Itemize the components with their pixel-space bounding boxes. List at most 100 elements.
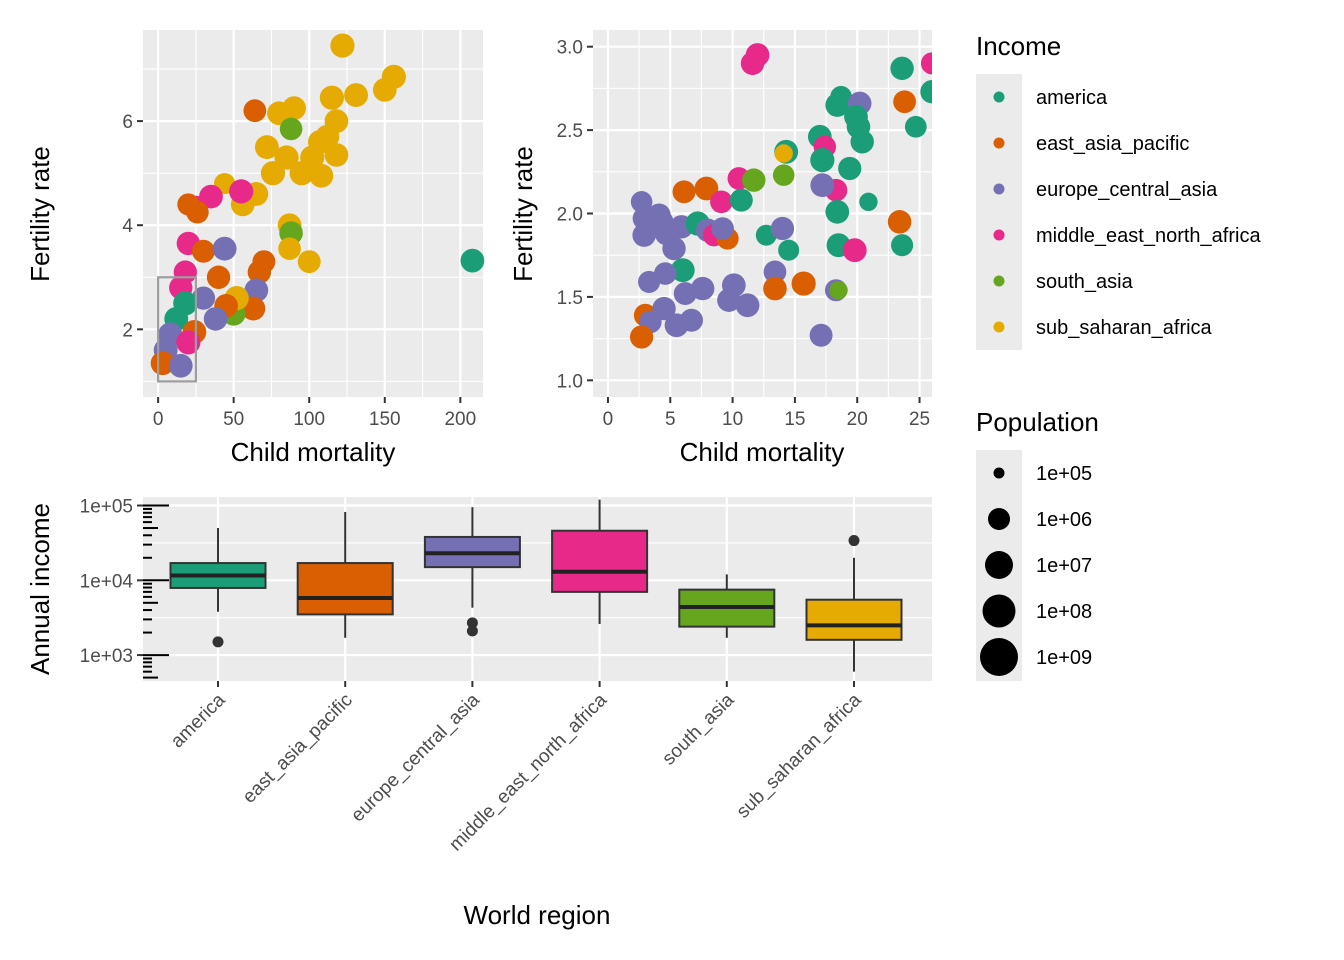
data-point-sub_saharan_africa [289,161,314,186]
x-tick-label: 25 [909,409,930,430]
data-point-sub_saharan_africa [260,161,286,186]
data-point-europe_central_asia [203,307,228,331]
legend-key-america [993,91,1005,103]
data-point-sub_saharan_africa [319,85,344,110]
outlier-point [466,617,478,629]
zoom-rectangle [157,276,197,383]
population-size-key [980,638,1018,676]
scatter-zoom-points [629,43,932,349]
data-point-europe_central_asia [244,278,269,303]
scatter-full-panel: 0 50 100 150 200 2 4 6 Child mortality Fertilit… [25,30,485,467]
legend-key-europe_central_asia [993,183,1005,195]
data-point-europe_central_asia [212,236,237,261]
data-point-america [729,188,753,212]
x-tick-label: europe_central_asia [347,689,484,826]
x-tick-label: 10 [722,409,743,430]
data-point-europe_central_asia [630,191,653,213]
data-point-sub_saharan_africa [267,101,291,126]
population-size-key [993,467,1005,479]
x-tick-label: 0 [603,409,614,430]
zoom-region-box [157,276,197,383]
outlier-point [848,535,860,547]
x-tick-label: 0 [153,409,164,430]
data-point-europe_central_asia [763,260,787,284]
population-size-key [988,508,1010,530]
data-point-sub_saharan_africa [330,33,355,58]
data-point-europe_central_asia [662,236,686,261]
y-tick-label: 1e+05 [80,497,133,518]
data-point-europe_central_asia [711,217,734,240]
x-tick-label: america [167,689,230,752]
data-point-east_asia_pacific [150,351,175,376]
data-point-europe_central_asia [191,286,216,310]
legend-key-middle_east_north_africa [993,229,1005,241]
data-point-europe_central_asia [770,216,795,241]
data-point-east_asia_pacific [247,260,272,284]
data-point-europe_central_asia [632,223,656,247]
population-size-key [985,551,1013,579]
data-point-europe_central_asia [809,323,833,347]
data-point-europe_central_asia [638,270,661,293]
data-point-middle_east_north_africa [842,238,867,263]
data-point-america [810,148,835,173]
data-point-south_asia [279,117,303,141]
population-legend-label: 1e+05 [1036,463,1092,485]
outlier-point [466,625,478,637]
population-legend-label: 1e+07 [1036,555,1092,577]
y-tick-label: 1e+03 [80,646,133,667]
scatter-zoom-y-axis-title: Fertility rate [508,146,538,282]
data-point-east_asia_pacific [206,265,231,289]
data-point-sub_saharan_africa [372,77,397,102]
data-point-america [778,239,800,261]
y-tick-label: 2.0 [557,205,583,226]
data-point-east_asia_pacific [191,239,215,263]
scatter-zoom-x-axis-title: Child mortality [680,437,845,467]
data-point-sub_saharan_africa [254,135,279,160]
data-point-america [825,199,850,224]
data-point-south_asia [742,168,766,192]
outlier-point [212,636,224,648]
boxplot-log-ticks [143,504,169,679]
x-tick-label: 15 [784,409,805,430]
boxplot-background [143,497,932,681]
data-point-south_asia [829,281,848,300]
boxplot-panel: 1e+03 1e+04 1e+05 america east_asia_pacifice… [25,497,932,930]
data-point-europe_central_asia [168,353,193,378]
data-point-sub_saharan_africa [297,250,321,274]
boxplot-y-axis-title: Annual income [25,503,55,675]
data-point-europe_central_asia [632,207,656,230]
y-tick-label: 2 [122,320,133,341]
legend-label-middle_east_north_africa: middle_east_north_africa [1036,225,1261,247]
data-point-sub_saharan_africa [309,163,334,188]
data-point-america [859,192,878,212]
data-point-south_asia [772,164,795,186]
legend-key-east_asia_pacific [993,137,1005,149]
data-point-east_asia_pacific [243,99,267,123]
legend-label-sub_saharan_africa: sub_saharan_africa [1036,317,1213,339]
y-tick-label: 2.5 [557,121,583,142]
data-point-america [891,234,914,257]
scatter-zoom-panel: 0 5 10 15 20 25 1.0 1.5 2.0 2.5 3.0 Child mortalit… [508,30,932,467]
data-point-east_asia_pacific [887,210,912,234]
population-legend-label: 1e+06 [1036,509,1092,531]
x-tick-label: 200 [444,409,476,430]
income-legend-title: Income [976,31,1061,61]
data-point-europe_central_asia [673,282,697,306]
y-tick-label: 6 [122,112,133,133]
data-point-america [850,130,874,154]
data-point-middle_east_north_africa [176,330,201,355]
y-tick-label: 1.5 [557,288,583,309]
population-legend-title: Population [976,407,1099,437]
data-point-europe_central_asia [735,293,760,318]
population-size-key [982,594,1016,628]
data-point-sub_saharan_africa [324,143,349,167]
data-point-america [904,115,927,138]
boxplot-boxes [169,499,903,672]
data-point-europe_central_asia [717,288,741,312]
data-point-europe_central_asia [652,296,676,321]
legend-label-europe_central_asia: europe_central_asia [1036,179,1218,201]
population-legend-label: 1e+08 [1036,601,1092,623]
x-tick-label: south_asia [658,689,738,769]
y-tick-label: 3.0 [557,38,583,59]
